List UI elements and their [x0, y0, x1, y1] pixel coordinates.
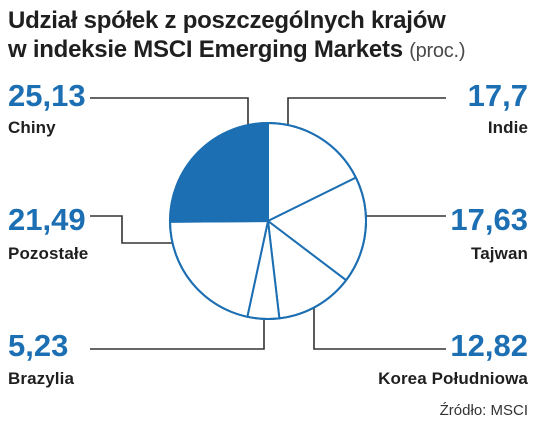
title-line-1: Udział spółek z poszczególnych krajów [8, 7, 446, 34]
value-chiny: 25,13 [8, 78, 86, 113]
value-pozostale: 21,49 [8, 202, 86, 237]
leader-korea [313, 305, 446, 350]
leader-brazylia [90, 312, 265, 350]
value-korea-poludniowa: 12,82 [450, 328, 528, 363]
pie-slice-chiny [168, 122, 269, 223]
label-tajwan: Tajwan [471, 244, 528, 263]
value-tajwan: 17,63 [450, 202, 528, 237]
leader-pozostale [90, 215, 178, 244]
value-indie: 17,7 [467, 78, 528, 113]
title-unit: (proc.) [409, 40, 466, 62]
leader-chiny [90, 97, 249, 126]
pie-outline [169, 122, 367, 320]
label-brazylia: Brazylia [8, 369, 75, 388]
leader-indie [287, 97, 446, 126]
title-line-2: w indeksie MSCI Emerging Markets [8, 36, 403, 63]
value-brazylia: 5,23 [8, 328, 69, 363]
label-pozostale: Pozostałe [8, 244, 89, 263]
label-chiny: Chiny [8, 118, 56, 137]
label-indie: Indie [487, 118, 528, 137]
chart-title: Udział spółek z poszczególnych krajów w … [8, 6, 528, 66]
label-korea-poludniowa: Korea Południowa [378, 369, 528, 388]
source-note: Źródło: MSCI [439, 402, 528, 419]
